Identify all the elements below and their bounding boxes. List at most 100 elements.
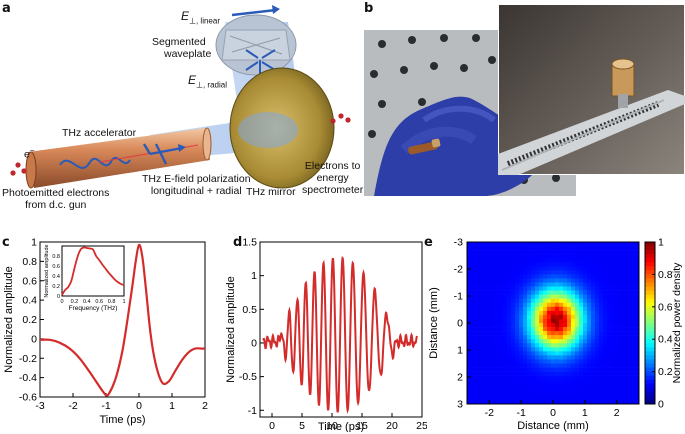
- heatmap-cell: [523, 246, 528, 251]
- heatmap-cell: [563, 379, 568, 385]
- heatmap-cell: [587, 274, 592, 279]
- heatmap-cell: [619, 314, 624, 320]
- heatmap-cell: [467, 339, 472, 344]
- heatmap-cell: [483, 335, 488, 340]
- inset-frame: [61, 245, 125, 297]
- heatmap-cell: [507, 282, 512, 287]
- heatmap-cell: [587, 282, 592, 287]
- heatmap-cell: [507, 274, 512, 279]
- heatmap-cell: [511, 371, 516, 376]
- heatmap-cell: [475, 399, 480, 405]
- heatmap-cell: [535, 391, 540, 397]
- heatmap-cell: [603, 391, 608, 397]
- heatmap-cell: [515, 383, 520, 389]
- colorbar-segment: [645, 294, 655, 300]
- heatmap-cell: [575, 327, 580, 332]
- heatmap-cell: [599, 314, 604, 320]
- segmented-waveplate-label: Segmented waveplate: [152, 36, 211, 60]
- heatmap-cell: [587, 298, 592, 304]
- heatmap-cell: [631, 278, 636, 283]
- heatmap-cell: [479, 286, 484, 291]
- heatmap-cell: [583, 294, 588, 299]
- heatmap-cell: [603, 274, 608, 279]
- heatmap-cell: [475, 391, 480, 397]
- colorbar-label: Normalized power density: [671, 262, 683, 384]
- heatmap-cell: [467, 270, 472, 275]
- heatmap-cell: [515, 351, 520, 356]
- heatmap-cell: [579, 282, 584, 287]
- heatmap-cell: [523, 371, 528, 376]
- heatmap-cell: [587, 323, 592, 328]
- heatmap-cell: [503, 282, 508, 287]
- heatmap-cell: [579, 359, 584, 364]
- heatmap-cell: [571, 367, 576, 372]
- heatmap-cell: [467, 371, 472, 376]
- heatmap-cell: [559, 327, 564, 332]
- heatmap-cell: [527, 375, 532, 380]
- heatmap-cell: [623, 298, 628, 304]
- heatmap-cell: [623, 302, 628, 308]
- heatmap-cell: [543, 323, 548, 328]
- heatmap-cell: [547, 254, 552, 259]
- heatmap-cell: [539, 339, 544, 344]
- heatmap-cell: [631, 306, 636, 312]
- heatmap-cell: [515, 274, 520, 279]
- heatmap-cell: [623, 323, 628, 328]
- heatmap-cell: [527, 383, 532, 389]
- heatmap-cell: [595, 306, 600, 312]
- heatmap-cell: [507, 343, 512, 348]
- heatmap-cell: [575, 347, 580, 352]
- heatmap-cell: [471, 286, 476, 291]
- heatmap-cell: [495, 314, 500, 320]
- heatmap-cell: [599, 310, 604, 316]
- heatmap-cell: [519, 278, 524, 283]
- heatmap-cell: [483, 351, 488, 356]
- heatmap-cell: [599, 246, 604, 251]
- heatmap-cell: [571, 314, 576, 320]
- heatmap-cell: [571, 298, 576, 304]
- heatmap-cell: [543, 327, 548, 332]
- heatmap-cell: [619, 323, 624, 328]
- heatmap-cell: [631, 298, 636, 304]
- heatmap-cell: [635, 282, 640, 287]
- heatmap-cell: [587, 327, 592, 332]
- heatmap-cell: [503, 375, 508, 380]
- heatmap-cell: [499, 331, 504, 336]
- heatmap-cell: [535, 250, 540, 255]
- y-tick-label: 0.2: [22, 314, 37, 326]
- heatmap-cell: [519, 335, 524, 340]
- heatmap-cell: [539, 258, 544, 263]
- heatmap-cell: [479, 391, 484, 397]
- heatmap-cell: [503, 363, 508, 368]
- heatmap-cell: [551, 323, 556, 328]
- heatmap-cell: [531, 351, 536, 356]
- heatmap-cell: [479, 375, 484, 380]
- heatmap-cell: [531, 375, 536, 380]
- heatmap-cell: [575, 298, 580, 304]
- heatmap-cell: [539, 359, 544, 364]
- heatmap-cell: [547, 258, 552, 263]
- heatmap-cell: [631, 294, 636, 299]
- heatmap-cell: [527, 351, 532, 356]
- heatmap-cell: [551, 383, 556, 389]
- heatmap-cell: [583, 286, 588, 291]
- heatmap-cell: [603, 355, 608, 360]
- electrons-to-line-1: Electrons to: [304, 160, 361, 172]
- heatmap-cell: [623, 306, 628, 312]
- heatmap-cell: [519, 302, 524, 308]
- heatmap-cell: [487, 242, 492, 247]
- heatmap-cell: [487, 379, 492, 385]
- heatmap-cell: [571, 383, 576, 389]
- heatmap-cell: [467, 278, 472, 283]
- heatmap-cell: [567, 258, 572, 263]
- heatmap-cell: [587, 339, 592, 344]
- heatmap-cell: [495, 351, 500, 356]
- x-tick-label: 1: [169, 400, 175, 412]
- colorbar-tick-label: 0.2: [658, 366, 673, 378]
- photoemitted-line-1: Photoemitted electrons: [2, 187, 110, 199]
- heatmap-cell: [507, 323, 512, 328]
- panel-label-c: c: [2, 235, 10, 250]
- heatmap-cell: [539, 266, 544, 271]
- heatmap-cell: [491, 282, 496, 287]
- heatmap-cell: [627, 343, 632, 348]
